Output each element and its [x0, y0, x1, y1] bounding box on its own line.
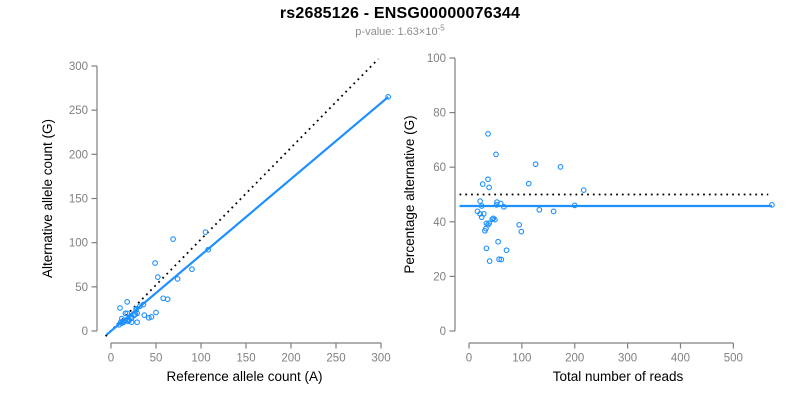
- x-tick-label-right: 500: [724, 353, 743, 365]
- data-point-right: [501, 203, 507, 210]
- data-point-right: [580, 187, 587, 193]
- y-tick-label-right: 20: [433, 271, 446, 283]
- data-point-left: [170, 236, 176, 242]
- data-point-left: [152, 260, 158, 266]
- x-tick-label-right: 300: [618, 353, 637, 365]
- data-point-right: [536, 206, 543, 213]
- data-point-left: [202, 229, 209, 235]
- y-tick-label-left: 100: [69, 238, 88, 250]
- data-point-right: [485, 131, 491, 137]
- x-tick-label-right: 0: [466, 353, 472, 365]
- y-tick-label-right: 80: [433, 108, 446, 120]
- y-tick-label-right: 40: [433, 217, 446, 229]
- data-point-left: [127, 315, 134, 322]
- y-axis-label-right: Percentage alternative (G): [402, 115, 417, 273]
- data-point-right: [525, 180, 532, 187]
- data-point-right: [516, 221, 523, 228]
- y-tick-label-left: 200: [69, 149, 88, 161]
- data-point-right: [518, 228, 525, 235]
- y-tick-label-left: 0: [82, 326, 88, 338]
- x-tick-label-left: 100: [191, 353, 210, 365]
- data-point-right: [769, 202, 775, 208]
- data-point-left: [205, 246, 212, 253]
- y-tick-label-left: 150: [69, 194, 88, 206]
- chart-subtitle: p-value: 1.63×10-5: [0, 23, 800, 38]
- data-point-left: [122, 317, 129, 324]
- data-point-left: [153, 309, 159, 316]
- x-tick-label-right: 200: [565, 353, 584, 365]
- data-point-right: [498, 256, 505, 263]
- x-tick-label-right: 400: [671, 353, 690, 365]
- x-tick-label-left: 200: [281, 353, 300, 365]
- data-point-left: [145, 314, 152, 321]
- pvalue-exponent: -5: [437, 23, 445, 33]
- x-tick-label-left: 250: [326, 353, 345, 365]
- data-point-right: [492, 216, 498, 223]
- x-axis-label-left: Reference allele count (A): [166, 369, 322, 384]
- data-point-right: [550, 208, 557, 215]
- data-point-right: [486, 184, 492, 191]
- panel-left: 0 50 100 150 200 250 300 0 50 100 150 200 250 300 Refe…: [40, 58, 392, 384]
- data-point-left: [134, 319, 140, 326]
- data-point-left: [119, 318, 126, 325]
- y-tick-label-right: 0: [440, 326, 446, 338]
- data-point-right: [483, 245, 490, 252]
- data-point-left: [140, 301, 147, 308]
- y-axis-label-left: Alternative allele count (G): [40, 119, 55, 278]
- data-point-right: [503, 247, 510, 254]
- x-tick-label-left: 150: [236, 353, 255, 365]
- data-point-right: [486, 220, 492, 227]
- identity-line: [104, 58, 379, 337]
- data-point-right: [486, 258, 493, 264]
- data-point-right: [497, 200, 504, 207]
- y-tick-label-right: 100: [427, 53, 446, 65]
- data-point-right: [478, 203, 485, 209]
- x-tick-label-right: 100: [512, 353, 531, 365]
- data-point-left: [141, 312, 148, 318]
- panel-right: 0 100 200 300 400 500 0 20 40 60 80 100 Total number…: [402, 53, 775, 384]
- data-point-left: [154, 274, 161, 280]
- fit-line: [105, 96, 389, 336]
- y-tick-label-left: 250: [69, 105, 88, 117]
- data-point-right: [496, 256, 502, 263]
- data-point-right: [485, 176, 491, 183]
- pvalue-mantissa: 1.63×10: [397, 26, 438, 38]
- y-tick-label-left: 300: [69, 61, 88, 73]
- data-point-left: [124, 310, 131, 317]
- y-tick-label-right: 60: [433, 162, 446, 174]
- data-point-left: [133, 306, 140, 312]
- data-point-right: [571, 202, 578, 209]
- data-point-right: [477, 198, 483, 204]
- data-point-left: [189, 266, 195, 273]
- data-point-right: [480, 211, 487, 217]
- data-point-left: [117, 305, 123, 311]
- data-point-left: [164, 296, 171, 303]
- data-point-left: [160, 295, 167, 302]
- data-point-left: [122, 310, 129, 317]
- x-tick-label-left: 300: [371, 353, 390, 365]
- data-point-right: [557, 164, 564, 170]
- data-point-left: [174, 276, 181, 282]
- data-point-right: [493, 151, 499, 158]
- data-point-left: [124, 299, 131, 305]
- x-axis-label-right: Total number of reads: [553, 369, 684, 384]
- data-point-right: [489, 216, 496, 223]
- data-point-left: [148, 314, 155, 320]
- chart-title: rs2685126 - ENSG00000076344: [279, 5, 521, 22]
- data-point-right: [495, 238, 501, 245]
- data-point-left: [385, 94, 392, 100]
- x-tick-label-left: 0: [108, 353, 114, 365]
- y-tick-label-left: 50: [75, 282, 88, 294]
- x-tick-label-left: 50: [150, 353, 163, 365]
- data-point-right: [479, 181, 486, 187]
- data-point-right: [532, 161, 539, 168]
- pvalue-prefix: p-value:: [355, 26, 398, 38]
